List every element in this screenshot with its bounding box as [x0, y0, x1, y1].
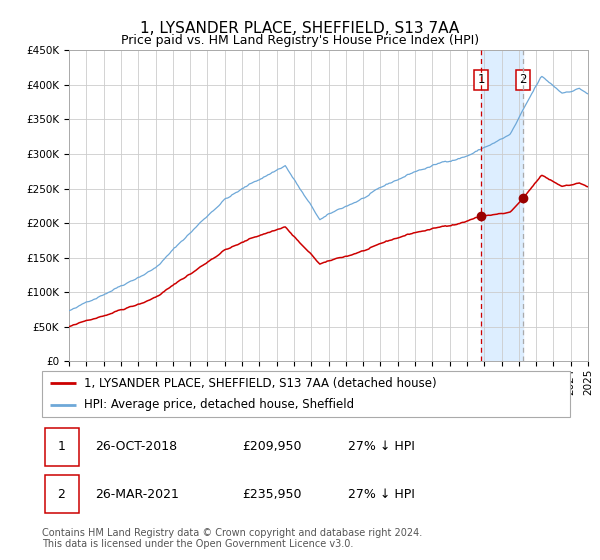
Bar: [481, 50, 523, 361]
Text: Contains HM Land Registry data © Crown copyright and database right 2024.
This d: Contains HM Land Registry data © Crown c…: [42, 528, 422, 549]
Text: 1: 1: [478, 73, 485, 86]
Text: 26-OCT-2018: 26-OCT-2018: [95, 440, 177, 453]
Text: 2: 2: [58, 488, 65, 501]
Text: 1, LYSANDER PLACE, SHEFFIELD, S13 7AA: 1, LYSANDER PLACE, SHEFFIELD, S13 7AA: [140, 21, 460, 36]
Text: £235,950: £235,950: [242, 488, 302, 501]
Text: 26-MAR-2021: 26-MAR-2021: [95, 488, 179, 501]
Text: Price paid vs. HM Land Registry's House Price Index (HPI): Price paid vs. HM Land Registry's House …: [121, 34, 479, 46]
Text: 1, LYSANDER PLACE, SHEFFIELD, S13 7AA (detached house): 1, LYSANDER PLACE, SHEFFIELD, S13 7AA (d…: [84, 377, 437, 390]
Text: 27% ↓ HPI: 27% ↓ HPI: [348, 440, 415, 453]
Text: 2: 2: [519, 73, 527, 86]
Text: £209,950: £209,950: [242, 440, 302, 453]
FancyBboxPatch shape: [44, 428, 79, 466]
FancyBboxPatch shape: [44, 475, 79, 513]
Text: 1: 1: [58, 440, 65, 453]
Text: HPI: Average price, detached house, Sheffield: HPI: Average price, detached house, Shef…: [84, 398, 355, 411]
Text: 27% ↓ HPI: 27% ↓ HPI: [348, 488, 415, 501]
FancyBboxPatch shape: [42, 371, 570, 417]
